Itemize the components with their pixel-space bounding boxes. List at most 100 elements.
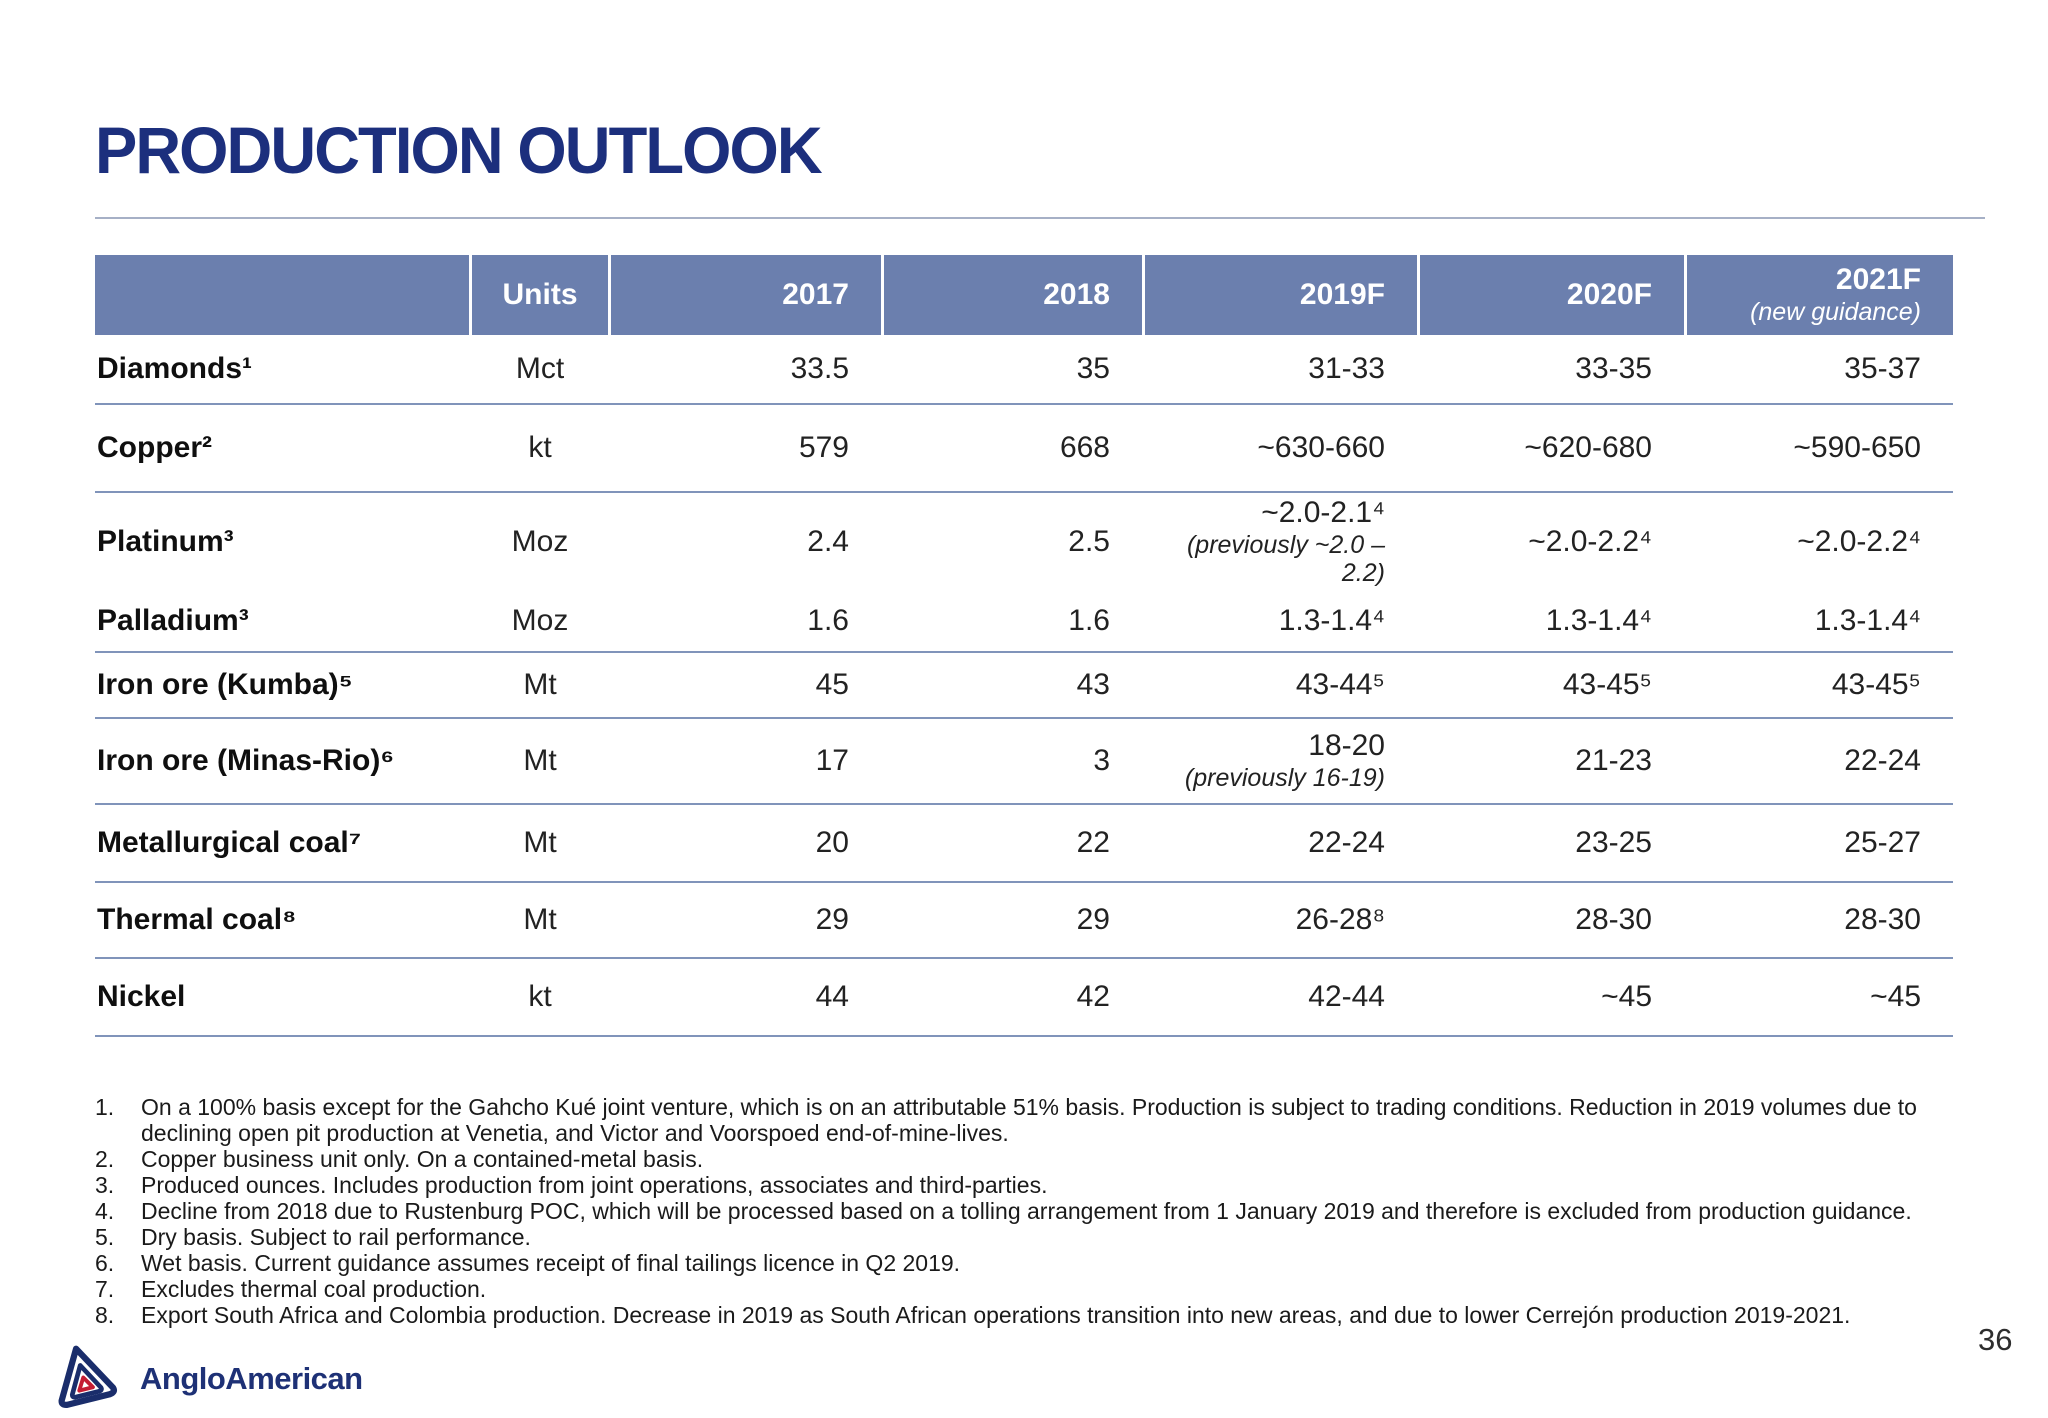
cell-2019f-previous-note: (previously 16-19) (1184, 763, 1385, 792)
cell-2017: 45 (815, 667, 849, 701)
cell-2021f: 28-30 (1844, 902, 1921, 936)
title-divider (95, 217, 1985, 219)
cell-2018: 29 (1076, 902, 1110, 936)
footnote-number: 7. (95, 1276, 115, 1302)
cell-2017: 2.4 (807, 524, 849, 558)
cell-2021f: 25-27 (1844, 825, 1921, 859)
footnote-text: Produced ounces. Includes production fro… (141, 1172, 1048, 1198)
cell-2018: 42 (1076, 979, 1110, 1013)
cell-2020f: 28-30 (1575, 902, 1652, 936)
table-row-platinum: Platinum³ Moz 2.4 2.5 ~2.0-2.1⁴ (previou… (95, 493, 1953, 591)
header-2017: 2017 (611, 255, 881, 335)
footnote-text: Copper business unit only. On a containe… (141, 1146, 704, 1172)
table-row-iron-ore-minas-rio: Iron ore (Minas-Rio)⁶ Mt 17 3 18-20 (pre… (95, 719, 1953, 805)
cell-2019f: ~630-660 (1257, 430, 1385, 464)
cell-2019f-value: ~2.0-2.1⁴ (1261, 496, 1385, 529)
header-units: Units (472, 255, 608, 335)
anglo-american-logo: AngloAmerican (38, 1340, 363, 1418)
footnote-text: Wet basis. Current guidance assumes rece… (141, 1250, 961, 1276)
cell-2020f: 23-25 (1575, 825, 1652, 859)
cell-2020f: ~45 (1601, 979, 1652, 1013)
cell-2020f: 21-23 (1575, 743, 1652, 777)
header-2019f: 2019F (1145, 255, 1417, 335)
cell-2019f: 1.3-1.4⁴ (1278, 603, 1385, 637)
header-2021f-main: 2021F (1835, 263, 1921, 297)
footnote-text: Excludes thermal coal production. (141, 1276, 487, 1302)
header-2021f: 2021F (new guidance) (1687, 255, 1953, 335)
cell-2019f-value: 18-20 (1308, 729, 1385, 763)
cell-2018: 43 (1076, 667, 1110, 701)
footnote-item: 8. Export South Africa and Colombia prod… (95, 1302, 1975, 1328)
footnote-number: 6. (95, 1250, 115, 1276)
cell-2018: 668 (1059, 430, 1110, 464)
cell-units: Mct (515, 351, 565, 385)
cell-2018: 2.5 (1068, 524, 1110, 558)
footnote-text: Decline from 2018 due to Rustenburg POC,… (141, 1198, 1912, 1224)
cell-2021f: ~590-650 (1793, 430, 1921, 464)
row-label: Iron ore (Minas-Rio)⁶ (97, 743, 395, 777)
cell-2021f: ~45 (1870, 979, 1921, 1013)
cell-units: Mt (523, 743, 557, 777)
table-row-iron-ore-kumba: Iron ore (Kumba)⁵ Mt 45 43 43-44⁵ 43-45⁵… (95, 653, 1953, 719)
cell-2020f: ~620-680 (1524, 430, 1652, 464)
header-2020f: 2020F (1420, 255, 1684, 335)
cell-2017: 20 (815, 825, 849, 859)
cell-2019f-previous-note: (previously ~2.0 – 2.2) (1186, 530, 1385, 588)
footnote-number: 2. (95, 1146, 115, 1172)
cell-units: Mt (523, 902, 557, 936)
footnote-number: 4. (95, 1198, 115, 1224)
footnote-item: 6. Wet basis. Current guidance assumes r… (95, 1250, 1975, 1276)
table-header-row: Units 2017 2018 2019F 2020F 2021F (new g… (95, 255, 1953, 335)
cell-2020f: ~2.0-2.2⁴ (1528, 524, 1652, 558)
cell-2017: 44 (815, 979, 849, 1013)
cell-units: kt (528, 979, 552, 1013)
footnote-item: 1. On a 100% basis except for the Gahcho… (95, 1094, 1975, 1146)
header-blank-cell (95, 255, 469, 335)
cell-units: Mt (523, 825, 557, 859)
cell-2017: 579 (798, 430, 849, 464)
cell-units: Moz (511, 603, 569, 637)
footnote-item: 2. Copper business unit only. On a conta… (95, 1146, 1975, 1172)
cell-2017: 1.6 (807, 603, 849, 637)
cell-2021f: 43-45⁵ (1831, 667, 1921, 701)
table-row-nickel: Nickel kt 44 42 42-44 ~45 ~45 (95, 959, 1953, 1037)
table-row-copper: Copper² kt 579 668 ~630-660 ~620-680 ~59… (95, 405, 1953, 493)
footnote-item: 4. Decline from 2018 due to Rustenburg P… (95, 1198, 1975, 1224)
cell-2019f: ~2.0-2.1⁴ (previously ~2.0 – 2.2) (1145, 496, 1417, 588)
cell-2018: 35 (1076, 351, 1110, 385)
cell-2017: 17 (815, 743, 849, 777)
cell-units: Mt (523, 667, 557, 701)
footnote-item: 7. Excludes thermal coal production. (95, 1276, 1975, 1302)
cell-2019f: 43-44⁵ (1295, 667, 1385, 701)
row-label: Platinum³ (97, 524, 234, 558)
footnote-number: 8. (95, 1302, 115, 1328)
row-label: Diamonds¹ (97, 351, 253, 385)
footnote-number: 1. (95, 1094, 115, 1120)
footnote-text: Dry basis. Subject to rail performance. (141, 1224, 531, 1250)
cell-2018: 3 (1093, 743, 1110, 777)
cell-units: Moz (511, 524, 569, 558)
header-2021f-subtitle: (new guidance) (1750, 297, 1921, 326)
footnote-number: 5. (95, 1224, 115, 1250)
anglo-american-logo-text: AngloAmerican (140, 1361, 363, 1396)
table-row-thermal-coal: Thermal coal⁸ Mt 29 29 26-28⁸ 28-30 28-3… (95, 883, 1953, 959)
table-row-metallurgical-coal: Metallurgical coal⁷ Mt 20 22 22-24 23-25… (95, 805, 1953, 883)
table-row-palladium: Palladium³ Moz 1.6 1.6 1.3-1.4⁴ 1.3-1.4⁴… (95, 591, 1953, 653)
cell-2017: 29 (815, 902, 849, 936)
row-label: Thermal coal⁸ (97, 902, 297, 936)
cell-2019f: 42-44 (1308, 979, 1385, 1013)
row-label: Palladium³ (97, 603, 249, 637)
cell-2017: 33.5 (790, 351, 849, 385)
footnotes: 1. On a 100% basis except for the Gahcho… (95, 1094, 1975, 1328)
cell-2018: 1.6 (1068, 603, 1110, 637)
cell-2021f: 35-37 (1844, 351, 1921, 385)
footnote-item: 5. Dry basis. Subject to rail performanc… (95, 1224, 1975, 1250)
cell-2019f: 31-33 (1308, 351, 1385, 385)
table-row-diamonds: Diamonds¹ Mct 33.5 35 31-33 33-35 35-37 (95, 335, 1953, 405)
cell-2020f: 33-35 (1575, 351, 1652, 385)
row-label: Metallurgical coal⁷ (97, 825, 362, 859)
footnote-item: 3. Produced ounces. Includes production … (95, 1172, 1975, 1198)
production-table: Units 2017 2018 2019F 2020F 2021F (new g… (95, 255, 1953, 1037)
cell-2021f: 1.3-1.4⁴ (1814, 603, 1921, 637)
